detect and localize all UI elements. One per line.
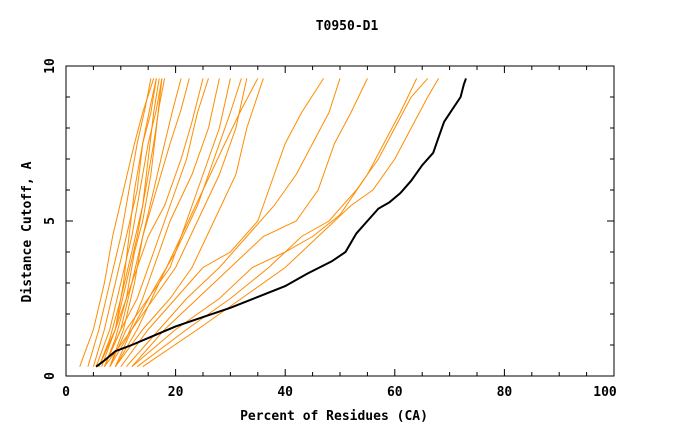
- model-curve-m01: [79, 78, 155, 367]
- model-curve-m16: [114, 78, 259, 367]
- x-tick-label: 0: [62, 385, 70, 400]
- model-curve-m04: [98, 78, 160, 367]
- x-tick-label: 80: [497, 385, 513, 400]
- model-curve-m19: [125, 78, 341, 368]
- model-curve-m15: [103, 78, 248, 367]
- model-curve-m21: [131, 78, 418, 368]
- model-curve-m12: [109, 78, 220, 367]
- y-tick-label: 10: [43, 58, 58, 74]
- y-axis-label: Distance Cutoff, A: [20, 161, 35, 302]
- y-tick-labels: 0 5 10: [43, 58, 58, 380]
- x-axis-label: Percent of Residues (CA): [240, 409, 428, 424]
- model-curve-m06: [103, 78, 163, 367]
- axis-ticks: [65, 65, 615, 377]
- model-curve-m11: [103, 78, 209, 367]
- x-tick-label: 60: [387, 385, 403, 400]
- y-tick-label: 5: [43, 217, 58, 225]
- x-tick-label: 100: [593, 385, 617, 400]
- model-curve-m02: [87, 78, 152, 367]
- y-tick-label: 0: [43, 372, 58, 380]
- model-curve-m08: [103, 78, 182, 367]
- model-curve-m10: [98, 78, 204, 367]
- x-tick-label: 40: [277, 385, 293, 400]
- chart-title: T0950-D1: [316, 19, 379, 34]
- model-curve-m13: [109, 78, 231, 367]
- model-curve-m17: [114, 78, 264, 367]
- plot-area: [79, 78, 467, 368]
- best-model-curve: [95, 78, 467, 368]
- x-tick-label: 20: [168, 385, 184, 400]
- model-curve-m20: [131, 78, 368, 368]
- model-curve-m14: [114, 78, 242, 367]
- x-tick-labels: 0 20 40 60 80 100: [62, 385, 617, 400]
- model-curve-m24: [98, 78, 157, 367]
- model-curve-m07: [95, 78, 163, 367]
- model-curve-m18: [120, 78, 325, 367]
- model-curve-m22: [136, 78, 429, 368]
